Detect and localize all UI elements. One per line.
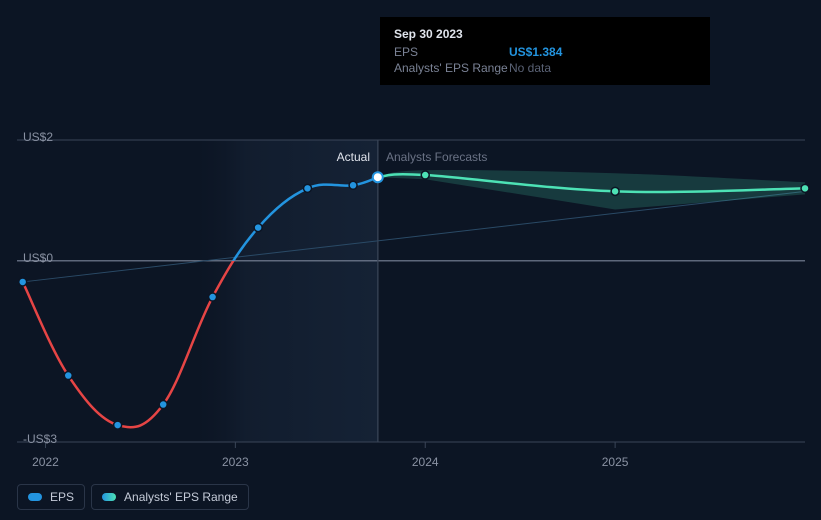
x-axis-tick-label: 2024 — [412, 455, 439, 469]
legend-label: EPS — [50, 490, 74, 504]
y-axis-tick-label: US$0 — [23, 251, 53, 265]
tooltip-row-label: Analysts' EPS Range — [394, 61, 509, 75]
x-axis-tick-label: 2023 — [222, 455, 249, 469]
tooltip-row: EPSUS$1.384 — [394, 45, 696, 59]
legend-item[interactable]: EPS — [17, 484, 85, 510]
tooltip-row-value: No data — [509, 61, 551, 75]
legend-label: Analysts' EPS Range — [124, 490, 238, 504]
tooltip-row: Analysts' EPS RangeNo data — [394, 61, 696, 75]
section-label-actual: Actual — [337, 150, 378, 164]
tooltip-date: Sep 30 2023 — [394, 27, 696, 41]
legend-swatch — [28, 493, 42, 501]
tooltip-row-value: US$1.384 — [509, 45, 562, 59]
x-axis-tick-label: 2022 — [32, 455, 59, 469]
tooltip-row-label: EPS — [394, 45, 509, 59]
chart-legend: EPS Analysts' EPS Range — [17, 484, 249, 510]
y-axis-tick-label: US$2 — [23, 130, 53, 144]
y-axis-tick-label: -US$3 — [23, 432, 57, 446]
chart-tooltip: Sep 30 2023 EPSUS$1.384Analysts' EPS Ran… — [380, 17, 710, 85]
legend-item[interactable]: Analysts' EPS Range — [91, 484, 249, 510]
legend-swatch — [102, 493, 116, 501]
x-axis-tick-label: 2025 — [602, 455, 629, 469]
section-label-forecast: Analysts Forecasts — [378, 150, 487, 164]
